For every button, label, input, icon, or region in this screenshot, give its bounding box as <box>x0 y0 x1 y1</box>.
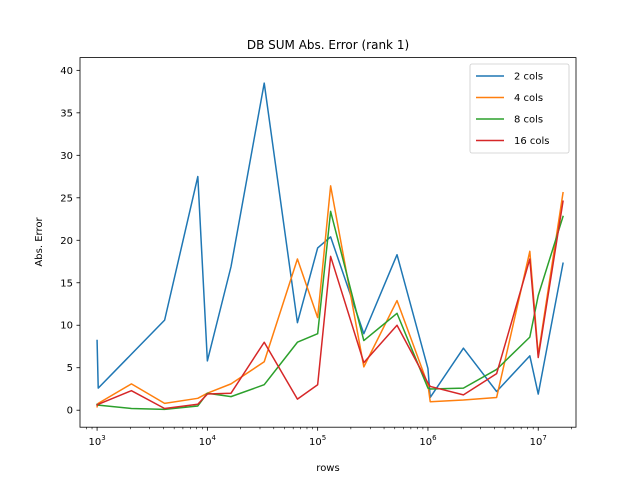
y-tick-label: 10 <box>60 321 73 332</box>
legend-label: 2 cols <box>514 72 543 83</box>
legend-box <box>469 63 570 154</box>
y-tick-label: 0 <box>67 406 73 417</box>
y-tick-label: 30 <box>60 151 73 162</box>
legend-label: 16 cols <box>514 136 550 147</box>
x-tick-label: 105 <box>309 434 326 448</box>
legend-label: 8 cols <box>514 115 543 126</box>
y-tick-label: 25 <box>60 193 73 204</box>
plot-frame <box>79 57 577 428</box>
series-line-2 <box>96 185 564 408</box>
x-tick-label: 103 <box>88 434 105 448</box>
x-axis-label: rows <box>316 463 339 474</box>
x-tick-label: 107 <box>530 434 547 448</box>
y-axis-label: Abs. Error <box>34 217 45 267</box>
y-tick-label: 15 <box>60 278 73 289</box>
series-line-4 <box>96 200 564 410</box>
legend-label: 4 cols <box>514 93 543 104</box>
x-tick-label: 106 <box>419 434 437 448</box>
series-line-1 <box>96 82 564 399</box>
chart-title: DB SUM Abs. Error (rank 1) <box>247 38 409 52</box>
series-line-3 <box>96 210 564 411</box>
y-tick-label: 40 <box>60 66 73 77</box>
x-axis: 103 104 105 106 107 <box>86 427 572 448</box>
y-axis: 0 5 10 15 20 25 30 35 40 <box>60 66 80 417</box>
y-tick-label: 35 <box>60 108 73 119</box>
legend: 2 cols 4 cols 8 cols 16 cols <box>469 63 570 154</box>
y-tick-label: 5 <box>67 363 73 374</box>
x-tick-label: 104 <box>199 434 217 448</box>
series-lines <box>96 82 564 411</box>
y-tick-label: 20 <box>60 236 73 247</box>
